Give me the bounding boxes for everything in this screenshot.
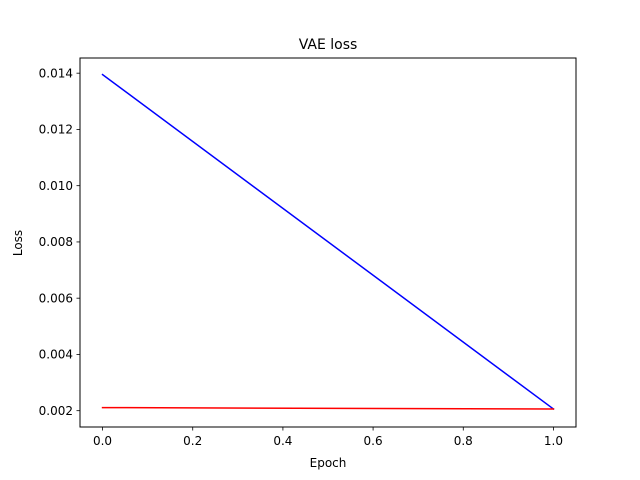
x-tick-label: 0.4 (273, 434, 292, 448)
series-line-1 (101, 73, 555, 411)
x-tick-label: 0.6 (364, 434, 383, 448)
x-axis-label: Epoch (310, 456, 347, 470)
x-tick-label: 0.8 (454, 434, 473, 448)
y-tick-label: 0.002 (39, 404, 73, 418)
x-tick-label: 0.2 (183, 434, 202, 448)
y-tick-label: 0.010 (39, 179, 73, 193)
chart-title: VAE loss (299, 37, 358, 53)
y-tick-label: 0.012 (39, 123, 73, 137)
y-axis-ticks: 0.002 0.004 0.006 0.008 0.010 0.012 0.014 (39, 66, 80, 418)
y-axis-label: Loss (11, 230, 25, 256)
y-tick-label: 0.014 (39, 66, 73, 80)
y-tick-label: 0.006 (39, 291, 73, 305)
plot-frame (79, 57, 577, 428)
y-tick-label: 0.008 (39, 235, 73, 249)
y-tick-label: 0.004 (39, 348, 73, 362)
series-layer (101, 73, 555, 411)
x-tick-label: 0.0 (93, 434, 112, 448)
x-tick-label: 1.0 (544, 434, 563, 448)
x-axis-ticks: 0.0 0.2 0.4 0.6 0.8 1.0 (93, 427, 563, 448)
series-line-2 (101, 406, 555, 410)
